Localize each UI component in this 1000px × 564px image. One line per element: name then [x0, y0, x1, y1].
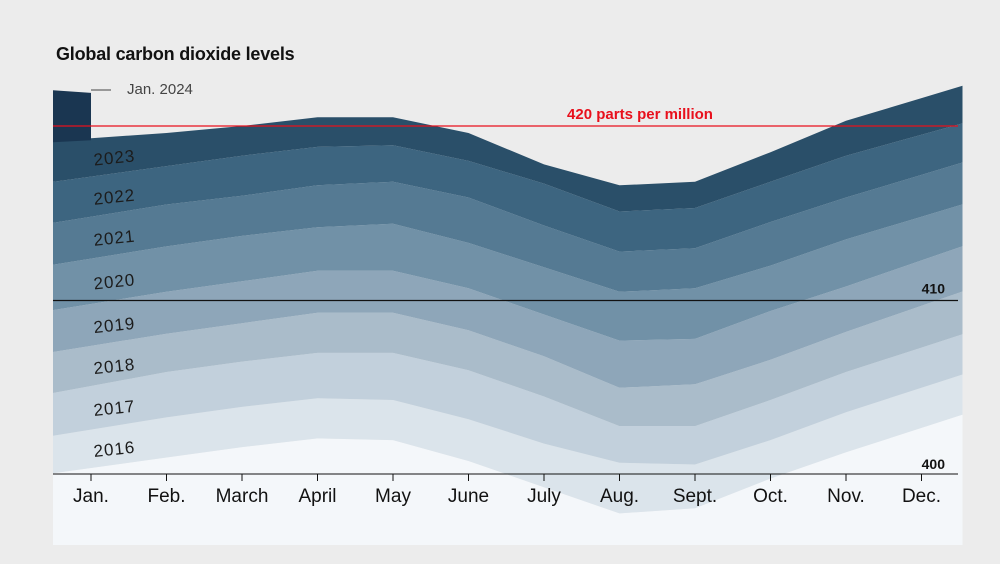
reference-lines: 420 parts per million 410 400 [53, 106, 958, 472]
year-label-2019: 2019 [93, 314, 137, 337]
area-2022 [53, 162, 963, 292]
area-2020 [53, 246, 963, 388]
y-tick-label-400: 400 [922, 456, 946, 472]
area-2023 [53, 123, 963, 252]
x-axis: Jan. Feb. March April May June July Aug. Sept. Oc… [53, 473, 958, 507]
x-tick-label: July [527, 486, 561, 507]
chart-title: Global carbon dioxide levels [56, 44, 295, 64]
area-2018 [53, 334, 963, 465]
x-tick-label: Jan. [73, 486, 109, 507]
x-tick-label: Aug. [600, 486, 639, 507]
x-tick-label: Oct. [753, 486, 788, 507]
area-2019 [53, 291, 963, 427]
year-label-2020: 2020 [93, 270, 137, 293]
area-2016 [53, 414, 963, 545]
x-tick-label: June [448, 486, 489, 507]
x-tick-label: Sept. [673, 486, 717, 507]
year-label-2016: 2016 [93, 438, 137, 461]
x-tick-label: Feb. [147, 486, 185, 507]
partial-series-block [53, 90, 91, 143]
reference-label-420: 420 parts per million [567, 106, 713, 123]
x-tick-label: Dec. [902, 486, 941, 507]
partial-series-label: Jan. 2024 [127, 81, 193, 98]
year-label-2023: 2023 [93, 146, 137, 169]
x-tick-label: March [216, 486, 269, 507]
year-label-2017: 2017 [93, 397, 137, 420]
partial-series-group: Jan. 2024 [53, 81, 193, 143]
area-2021 [53, 204, 963, 341]
area-layers [53, 85, 963, 545]
x-tick-label: May [375, 486, 411, 507]
year-label-2018: 2018 [93, 355, 137, 378]
x-tick-label: Nov. [827, 486, 865, 507]
area-2024 [53, 85, 963, 212]
reference-label-410: 410 [922, 281, 946, 297]
year-label-2022: 2022 [93, 186, 137, 209]
year-labels: 2016 2017 2018 2019 2020 2021 2022 2023 [93, 146, 137, 461]
year-label-2021: 2021 [93, 227, 137, 250]
area-2017 [53, 374, 963, 514]
x-tick-label: April [298, 486, 336, 507]
